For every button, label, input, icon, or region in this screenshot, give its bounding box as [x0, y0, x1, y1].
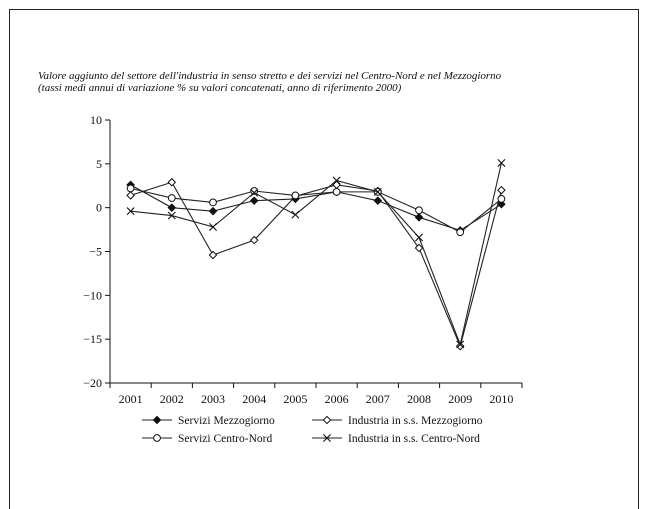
data-point	[167, 194, 176, 202]
legend-marker	[152, 415, 162, 425]
x-marker-stroke	[456, 340, 465, 349]
legend-item: Servizi Centro-Nord	[142, 433, 272, 445]
y-tick-label: 10	[90, 113, 102, 127]
x-marker-stroke	[126, 207, 135, 216]
x-tick-label: 2001	[119, 392, 143, 406]
data-point	[497, 158, 506, 167]
legend-label: Servizi Mezzogiorno	[178, 415, 275, 427]
series-industria-in-s-s-mezzogiorno	[126, 177, 506, 351]
data-point	[415, 206, 423, 215]
y-tick-label: 0	[96, 201, 102, 215]
y-tick-label: −10	[83, 288, 102, 302]
x-tick-label: 2008	[407, 392, 431, 406]
data-point	[332, 176, 341, 185]
x-marker-stroke	[415, 233, 423, 242]
data-point	[291, 210, 300, 219]
series-line	[130, 162, 502, 347]
x-marker-stroke	[167, 211, 176, 220]
data-point	[208, 206, 218, 216]
data-point	[209, 198, 217, 207]
data-point	[373, 196, 383, 205]
legend-item: Industria in s.s. Mezzogiorno	[312, 415, 483, 427]
data-point	[415, 233, 423, 242]
x-tick-label: 2009	[448, 392, 472, 406]
data-point	[497, 185, 506, 195]
chart-subtitle: (tassi medi annui di variazione % su val…	[38, 82, 402, 94]
x-tick-label: 2007	[366, 392, 390, 406]
series-servizi-centro-nord	[126, 184, 506, 237]
data-point	[126, 184, 135, 193]
y-tick-label: 5	[96, 157, 102, 171]
data-point	[167, 211, 176, 220]
legend-item: Servizi Mezzogiorno	[142, 415, 275, 427]
x-tick-label: 2002	[160, 392, 184, 406]
data-point	[167, 203, 177, 212]
line-chart: 10 5 0 −5 −10 −15 −20 2001 2002 2003 2004 2005 2006 2…	[83, 113, 523, 445]
data-point	[209, 222, 217, 231]
data-point	[126, 207, 135, 216]
legend-marker	[323, 434, 331, 442]
x-marker-stroke	[250, 188, 259, 197]
data-point	[456, 340, 465, 349]
chart-series-layer	[126, 158, 506, 351]
legend-label: Industria in s.s. Mezzogiorno	[348, 415, 483, 427]
series-industria-in-s-s-centro-nord	[126, 158, 506, 349]
page-frame	[9, 9, 639, 509]
legend-item: Industria in s.s. Centro-Nord	[312, 433, 480, 445]
data-point	[208, 250, 218, 260]
chart-title-block: Valore aggiunto del settore dell'industr…	[38, 70, 628, 94]
chart-axes: 10 5 0 −5 −10 −15 −20 2001 2002 2003 2004 2005 2006 2…	[83, 113, 523, 406]
x-tick-label: 2006	[325, 392, 349, 406]
series-line	[130, 187, 502, 233]
x-tick-label: 2003	[201, 392, 225, 406]
x-marker-stroke	[209, 222, 217, 231]
data-point	[167, 177, 177, 187]
chart-legend: Servizi Mezzogiorno Industria in s.s. Mez…	[142, 415, 483, 445]
y-tick-label: −15	[83, 332, 102, 346]
data-point	[456, 228, 465, 237]
x-marker-stroke	[497, 158, 506, 167]
data-point	[250, 188, 259, 197]
data-point	[414, 213, 424, 222]
data-point	[249, 196, 259, 205]
data-point	[455, 341, 465, 351]
x-marker-stroke	[323, 434, 331, 442]
x-marker-stroke	[373, 187, 382, 196]
data-point	[249, 235, 259, 245]
chart-title: Valore aggiunto del settore dell'industr…	[38, 70, 502, 82]
legend-label: Servizi Centro-Nord	[178, 433, 272, 445]
x-tick-label: 2004	[242, 392, 266, 406]
legend-marker	[153, 434, 161, 442]
data-point	[332, 187, 341, 196]
legend-label: Industria in s.s. Centro-Nord	[348, 433, 480, 445]
data-point	[291, 191, 300, 200]
data-point	[497, 195, 506, 203]
data-point	[250, 187, 259, 195]
series-line	[130, 181, 502, 348]
data-point	[497, 199, 506, 209]
legend-marker	[322, 415, 332, 425]
y-tick-label: −5	[89, 245, 102, 259]
x-marker-stroke	[291, 210, 300, 219]
series-line	[130, 184, 502, 232]
data-point	[373, 187, 382, 196]
data-point	[414, 243, 424, 253]
data-point	[126, 191, 135, 200]
x-tick-label: 2005	[283, 392, 307, 406]
y-tick-label: −20	[83, 376, 102, 390]
x-marker-stroke	[332, 176, 341, 185]
x-tick-label: 2010	[489, 392, 513, 406]
